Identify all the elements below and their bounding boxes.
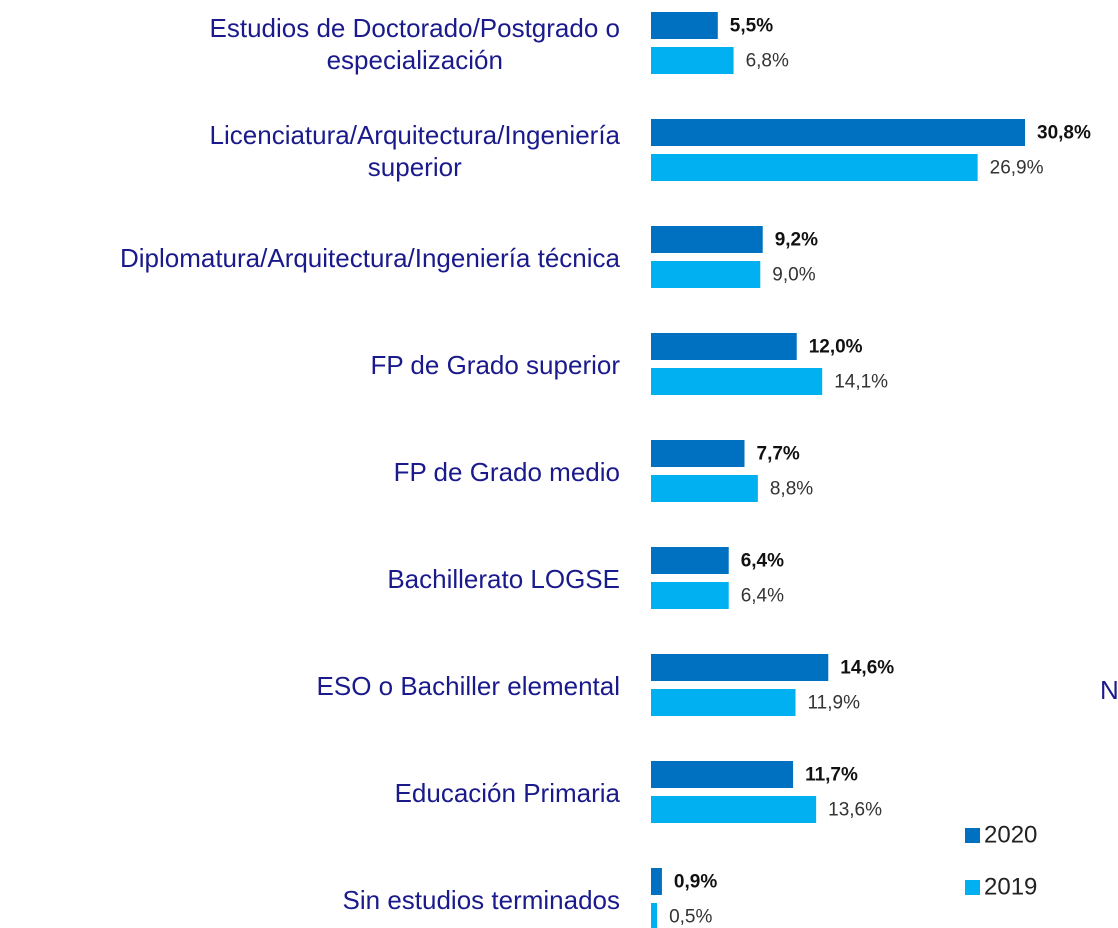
value-label: 26,9% <box>990 158 1044 179</box>
legend-swatch <box>965 828 980 843</box>
category-label: Bachillerato LOGSE <box>387 564 620 594</box>
bar <box>651 547 729 574</box>
value-label: 6,4% <box>741 586 784 607</box>
value-label: 14,1% <box>834 372 888 393</box>
category-label: FP de Grado superior <box>370 350 620 380</box>
category-label: Educación Primaria <box>394 778 620 808</box>
bar <box>651 261 761 288</box>
bar <box>651 226 763 253</box>
value-label: 13,6% <box>828 800 882 821</box>
legend-label: 2019 <box>984 873 1037 900</box>
bar <box>651 654 829 681</box>
bar <box>651 868 662 895</box>
value-label: 6,4% <box>741 551 784 572</box>
legend-label: 2020 <box>984 821 1037 848</box>
bar <box>651 368 823 395</box>
bar <box>651 333 797 360</box>
bar <box>651 796 817 823</box>
bar <box>651 119 1025 146</box>
value-label: 8,8% <box>770 479 813 500</box>
bar <box>651 475 758 502</box>
value-label: 0,9% <box>674 872 717 893</box>
category-label: Diplomatura/Arquitectura/Ingeniería técn… <box>119 243 620 273</box>
value-label: 9,2% <box>775 230 818 251</box>
bar <box>651 761 794 788</box>
annotation: N <box>1100 675 1118 705</box>
bar <box>651 47 734 74</box>
value-label: 11,9% <box>808 693 861 714</box>
category-label: Sin estudios terminados <box>342 885 620 915</box>
value-label: 12,0% <box>809 337 863 358</box>
value-label: 6,8% <box>746 51 789 72</box>
value-label: 0,5% <box>669 907 712 928</box>
bar <box>651 154 978 181</box>
value-label: 7,7% <box>757 444 800 465</box>
category-label: Licenciatura/Arquitectura/Ingeniería sup… <box>209 120 620 182</box>
category-label: ESO o Bachiller elemental <box>316 671 620 701</box>
bar <box>651 582 729 609</box>
bar <box>651 12 718 39</box>
value-label: 14,6% <box>840 658 894 679</box>
bar <box>651 440 745 467</box>
value-label: 11,7% <box>805 765 858 786</box>
legend-swatch <box>965 880 980 895</box>
value-label: 9,0% <box>772 265 815 286</box>
value-label: 5,5% <box>730 16 773 37</box>
category-label: Estudios de Doctorado/Postgrado o especi… <box>209 13 620 75</box>
category-label: FP de Grado medio <box>393 457 620 487</box>
value-label: 30,8% <box>1037 123 1091 144</box>
bar <box>651 689 796 716</box>
bar <box>651 903 658 928</box>
